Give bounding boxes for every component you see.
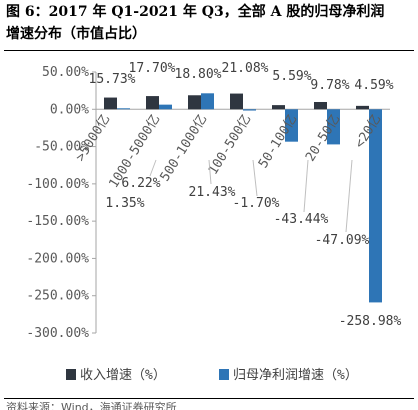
bar-net-profit-growth (243, 109, 256, 111)
leader-line (252, 159, 258, 197)
y-tick-label: 0.00% (50, 102, 89, 117)
leader-line (149, 159, 157, 177)
data-label-revenue: 21.08% (222, 61, 269, 76)
bar-revenue-growth (104, 97, 117, 110)
leader-line (303, 159, 309, 213)
data-label-net-profit: -43.44% (274, 212, 329, 227)
data-label-net-profit: 6.22% (121, 176, 160, 191)
data-label-revenue: 4.59% (354, 78, 393, 93)
bar-net-profit-growth (117, 108, 130, 110)
chart-legend: 收入增速（%） 归母净利润增速（%） (66, 368, 358, 383)
bar-net-profit-growth (285, 109, 298, 142)
data-label-net-profit: 1.35% (105, 196, 144, 211)
y-tick-label: -250.00% (26, 289, 89, 304)
leader-line (345, 159, 353, 233)
bar-revenue-growth (146, 96, 159, 110)
data-label-revenue: 9.78% (310, 78, 349, 93)
data-label-net-profit: -47.09% (315, 233, 370, 248)
bar-revenue-growth (314, 101, 327, 110)
y-tick-label: -150.00% (26, 214, 89, 229)
title-rule (4, 50, 414, 51)
data-label-net-profit: -258.98% (339, 314, 402, 329)
category-label: 100-500亿 (206, 112, 255, 177)
data-label-revenue: 15.73% (89, 72, 136, 87)
data-label-net-profit: -1.70% (233, 196, 280, 211)
data-label-net-profit: 21.43% (189, 185, 236, 200)
bar-net-profit-growth (159, 104, 172, 110)
footer-rule (4, 398, 414, 399)
bar-revenue-growth (272, 105, 285, 110)
figure-title-line-2: 增速分布（市值占比） (6, 26, 146, 42)
data-label-revenue: 17.70% (129, 61, 176, 76)
bar-revenue-growth (356, 105, 369, 110)
y-tick-label: -300.00% (26, 326, 89, 341)
bar-net-profit-growth (369, 109, 382, 303)
figure-title-line-1: 图 6：2017 年 Q1-2021 年 Q3，全部 A 股的归母净利润 (6, 4, 385, 20)
bar-revenue-growth (230, 93, 243, 110)
legend-swatch-revenue (66, 369, 76, 380)
category-label: 500-1000亿 (158, 112, 211, 184)
leader-line (208, 159, 212, 185)
y-tick-label: -200.00% (26, 251, 89, 266)
source-note: 资料来源：Wind，海通证券研究所 (6, 401, 177, 410)
y-tick-label: -50.00% (34, 140, 89, 155)
data-label-revenue: 18.80% (175, 67, 222, 82)
bar-net-profit-growth (201, 93, 214, 110)
bar-revenue-growth (188, 95, 201, 110)
bar-net-profit-growth (327, 109, 340, 145)
y-tick-label: 50.00% (42, 65, 89, 80)
legend-label-revenue: 收入增速（%） (80, 368, 166, 383)
y-tick-label: -100.00% (26, 177, 89, 192)
category-label: >5000亿 (73, 112, 113, 164)
chart-bars (104, 93, 382, 303)
legend-label-net-profit: 归母净利润增速（%） (233, 368, 358, 383)
legend-swatch-net-profit (219, 369, 229, 380)
data-label-revenue: 5.59% (272, 69, 311, 84)
